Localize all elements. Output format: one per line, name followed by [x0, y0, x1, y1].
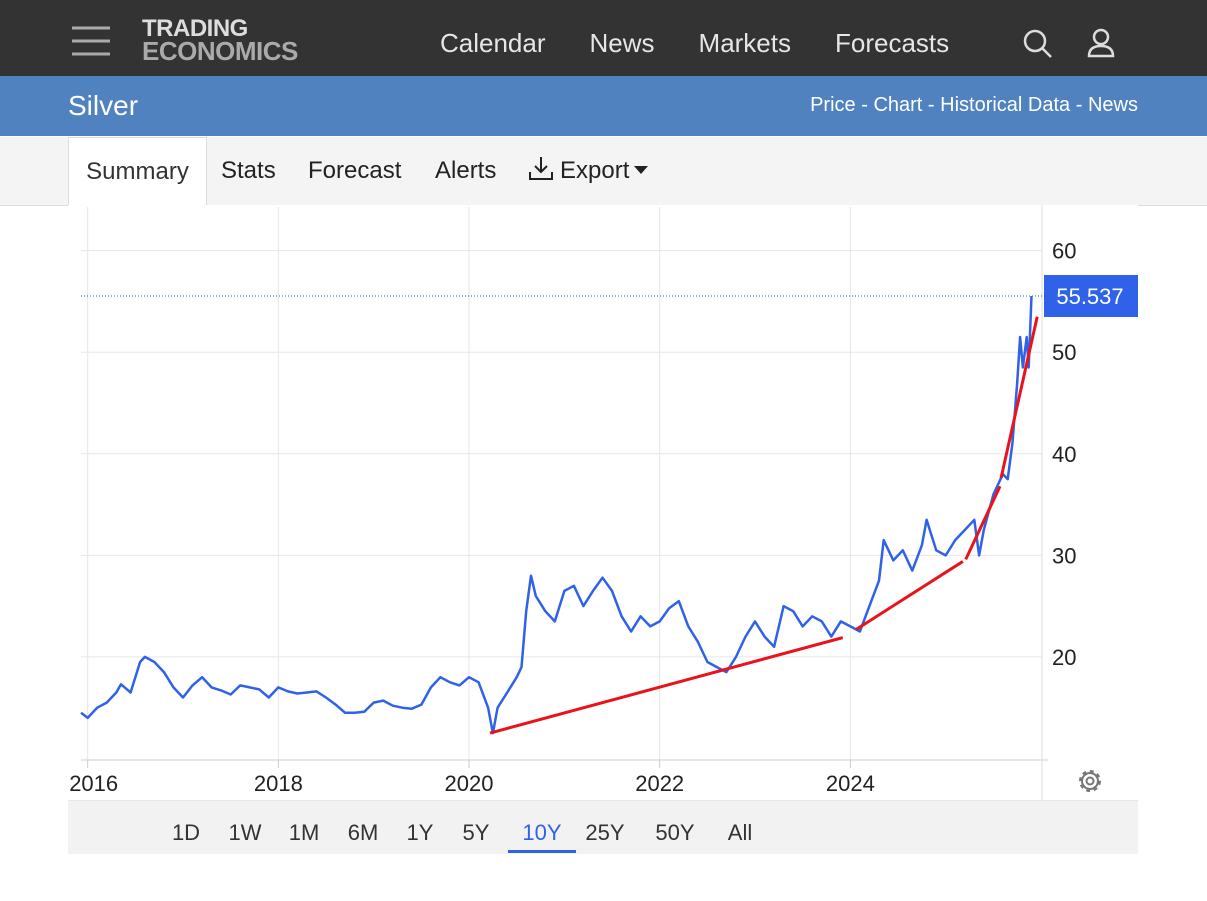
range-button[interactable]: 50Y: [655, 820, 695, 845]
range-button[interactable]: 25Y: [585, 820, 625, 845]
x-tick-label: 2022: [635, 771, 684, 796]
page-title: Silver: [68, 90, 139, 121]
tab[interactable]: Summary: [68, 137, 207, 207]
nav-link[interactable]: Calendar: [440, 28, 546, 58]
tab[interactable]: Forecast: [308, 137, 401, 206]
plot-background: [68, 205, 1138, 800]
y-tick-label: 20: [1052, 645, 1076, 670]
export-icon: [529, 157, 553, 180]
x-tick-label: 2024: [826, 771, 875, 796]
tab-label: Summary: [86, 158, 189, 185]
range-button[interactable]: 1Y: [406, 820, 434, 845]
price-line: [80, 295, 1033, 735]
separator: -: [861, 94, 868, 116]
x-tick-label: 2018: [254, 771, 303, 796]
nav: Calendar News Markets Forecasts: [440, 28, 949, 59]
top-bar: TRADING ECONOMICS Calendar News Markets Fore…: [0, 0, 1207, 76]
last-price-label: 55.537: [1056, 284, 1123, 309]
search-icon[interactable]: [1022, 28, 1054, 60]
x-tick-label: 2020: [445, 771, 494, 796]
sub-links: Price - Chart - Historical Data - News: [810, 94, 1138, 117]
sub-link[interactable]: Chart: [873, 94, 923, 116]
range-button[interactable]: 6M: [347, 820, 379, 845]
range-button[interactable]: 1W: [228, 820, 262, 845]
trend-line: [964, 485, 1002, 561]
logo[interactable]: TRADING ECONOMICS: [142, 15, 298, 66]
x-tick-label: 2016: [69, 771, 118, 796]
sub-link[interactable]: Price: [810, 94, 856, 116]
tab-label: Export: [560, 157, 630, 184]
caret: [634, 166, 649, 174]
y-tick-label: 50: [1052, 340, 1076, 365]
y-tick-label: 60: [1052, 239, 1076, 264]
tab-label: Alerts: [435, 157, 497, 184]
sub-link[interactable]: News: [1087, 94, 1138, 116]
y-tick-label: 40: [1052, 442, 1076, 467]
range-button[interactable]: 1D: [171, 820, 201, 845]
tab-label: Forecast: [308, 157, 402, 184]
tab-bar: Summary Stats Forecast Alerts Export: [0, 137, 1207, 207]
logo-line: TRADING: [142, 15, 248, 42]
menu-icon[interactable]: [72, 26, 110, 56]
range-button[interactable]: 10Y: [508, 801, 576, 853]
nav-link[interactable]: Forecasts: [835, 28, 950, 58]
tab-label: Stats: [221, 157, 276, 184]
sub-header: Silver Price - Chart - Historical Data -…: [0, 76, 1207, 136]
settings-icon[interactable]: [1079, 770, 1101, 792]
range-button[interactable]: 1M: [288, 820, 320, 845]
tab[interactable]: Stats: [221, 137, 276, 206]
nav-link[interactable]: News: [589, 28, 655, 58]
trend-line: [999, 316, 1039, 479]
logo-line: ECONOMICS: [142, 36, 298, 66]
separator: -: [927, 94, 935, 116]
range-button[interactable]: 5Y: [462, 820, 490, 845]
tab[interactable]: Export: [528, 137, 649, 206]
user-icon[interactable]: [1086, 28, 1116, 58]
chart: 20 30 40 50 60 2016 2018 2020 2022 2024 55.537: [68, 205, 1138, 800]
range-bar: 1D 1W 1M 6M 1Y 5Y 10Y 25Y 50Y All: [68, 800, 1138, 854]
y-tick-label: 30: [1052, 543, 1076, 568]
range-button[interactable]: All: [727, 820, 753, 845]
nav-link[interactable]: Markets: [698, 28, 791, 58]
last-price-box: [1044, 274, 1138, 317]
tab[interactable]: Alerts: [435, 137, 496, 206]
sub-link[interactable]: Historical Data: [940, 94, 1071, 116]
trend-line: [489, 636, 844, 735]
trend-line: [855, 560, 964, 631]
separator: -: [1075, 94, 1083, 116]
